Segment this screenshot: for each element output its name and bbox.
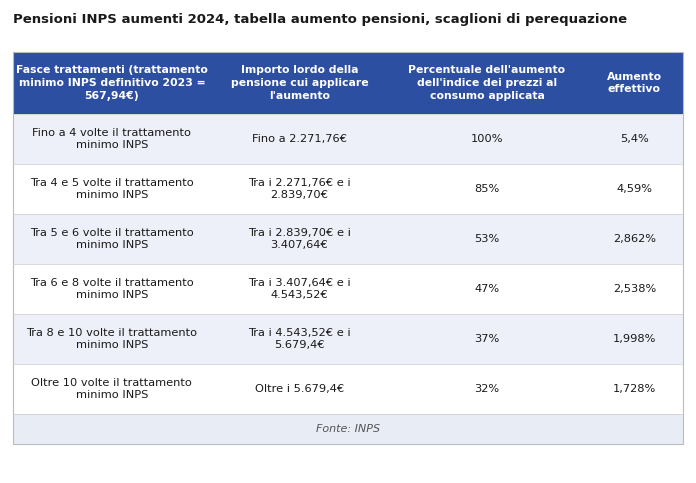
Bar (13, 214, 683, 264)
Text: 1,728%: 1,728% (612, 384, 656, 394)
Text: Importo lordo della
pensione cui applicare
l'aumento: Importo lordo della pensione cui applica… (230, 65, 368, 101)
Text: Tra i 4.543,52€ e i
5.679,4€: Tra i 4.543,52€ e i 5.679,4€ (248, 327, 351, 350)
Bar (13, 164, 683, 214)
Text: 100%: 100% (470, 134, 503, 144)
Text: Percentuale dell'aumento
dell'indice dei prezzi al
consumo applicata: Percentuale dell'aumento dell'indice dei… (409, 65, 566, 101)
Text: 4,59%: 4,59% (617, 184, 652, 194)
Text: Oltre i 5.679,4€: Oltre i 5.679,4€ (255, 384, 344, 394)
Text: 5,4%: 5,4% (620, 134, 649, 144)
Text: Fasce trattamenti (trattamento
minimo INPS definitivo 2023 =
567,94€): Fasce trattamenti (trattamento minimo IN… (16, 65, 208, 101)
Text: 32%: 32% (475, 384, 500, 394)
Text: 1,998%: 1,998% (612, 334, 656, 344)
Bar (13, 414, 683, 444)
Text: Pensioni INPS aumenti 2024, tabella aumento pensioni, scaglioni di perequazione: Pensioni INPS aumenti 2024, tabella aume… (13, 13, 627, 26)
Text: Tra i 3.407,64€ e i
4.543,52€: Tra i 3.407,64€ e i 4.543,52€ (248, 278, 351, 300)
Text: Aumento
effettivo: Aumento effettivo (607, 71, 662, 94)
Text: 37%: 37% (475, 334, 500, 344)
Text: Tra 6 e 8 volte il trattamento
minimo INPS: Tra 6 e 8 volte il trattamento minimo IN… (30, 278, 193, 300)
Bar (13, 364, 683, 414)
Text: Tra 4 e 5 volte il trattamento
minimo INPS: Tra 4 e 5 volte il trattamento minimo IN… (30, 178, 193, 200)
Text: 53%: 53% (475, 234, 500, 244)
Text: Tra i 2.839,70€ e i
3.407,64€: Tra i 2.839,70€ e i 3.407,64€ (248, 227, 351, 250)
Text: Fino a 2.271,76€: Fino a 2.271,76€ (252, 134, 347, 144)
Text: 47%: 47% (475, 284, 500, 294)
Bar (13, 314, 683, 364)
Text: 85%: 85% (475, 184, 500, 194)
Bar (13, 114, 683, 164)
Bar (13, 52, 683, 114)
Text: Tra 5 e 6 volte il trattamento
minimo INPS: Tra 5 e 6 volte il trattamento minimo IN… (30, 227, 193, 250)
Text: Fino a 4 volte il trattamento
minimo INPS: Fino a 4 volte il trattamento minimo INP… (32, 128, 191, 150)
Text: 2,862%: 2,862% (613, 234, 656, 244)
Text: 2,538%: 2,538% (612, 284, 656, 294)
Text: Oltre 10 volte il trattamento
minimo INPS: Oltre 10 volte il trattamento minimo INP… (31, 378, 192, 400)
Text: Fonte: INPS: Fonte: INPS (316, 424, 380, 434)
Text: Tra 8 e 10 volte il trattamento
minimo INPS: Tra 8 e 10 volte il trattamento minimo I… (26, 327, 198, 350)
Bar (13, 52, 683, 444)
Bar (13, 264, 683, 314)
Text: Tra i 2.271,76€ e i
2.839,70€: Tra i 2.271,76€ e i 2.839,70€ (248, 178, 351, 200)
